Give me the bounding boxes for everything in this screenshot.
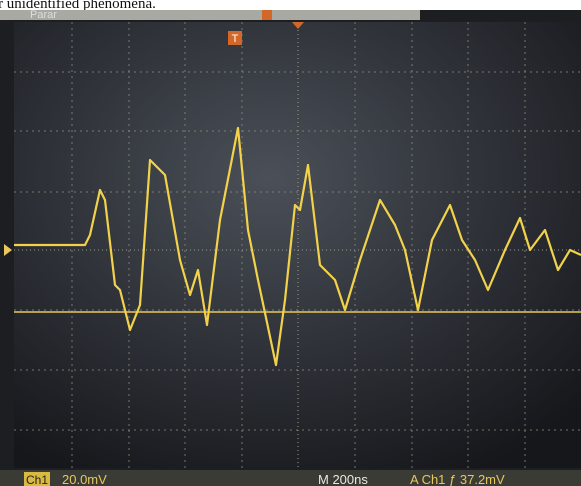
volts-div: 20.0mV — [62, 472, 107, 486]
page: r unidentified phenomena. Parar T Ch1 20… — [0, 0, 581, 486]
top-bar — [0, 10, 420, 20]
photo: r unidentified phenomena. Parar T Ch1 20… — [0, 0, 581, 486]
marker — [262, 10, 272, 20]
top-label: Parar — [30, 9, 57, 21]
screen — [14, 22, 581, 468]
time-div: M 200ns — [318, 472, 368, 486]
channel-label: Ch1 — [26, 473, 48, 486]
trigger-setting: A Ch1 ƒ 37.2mV — [410, 472, 505, 486]
trigger-marker: T — [232, 33, 239, 45]
